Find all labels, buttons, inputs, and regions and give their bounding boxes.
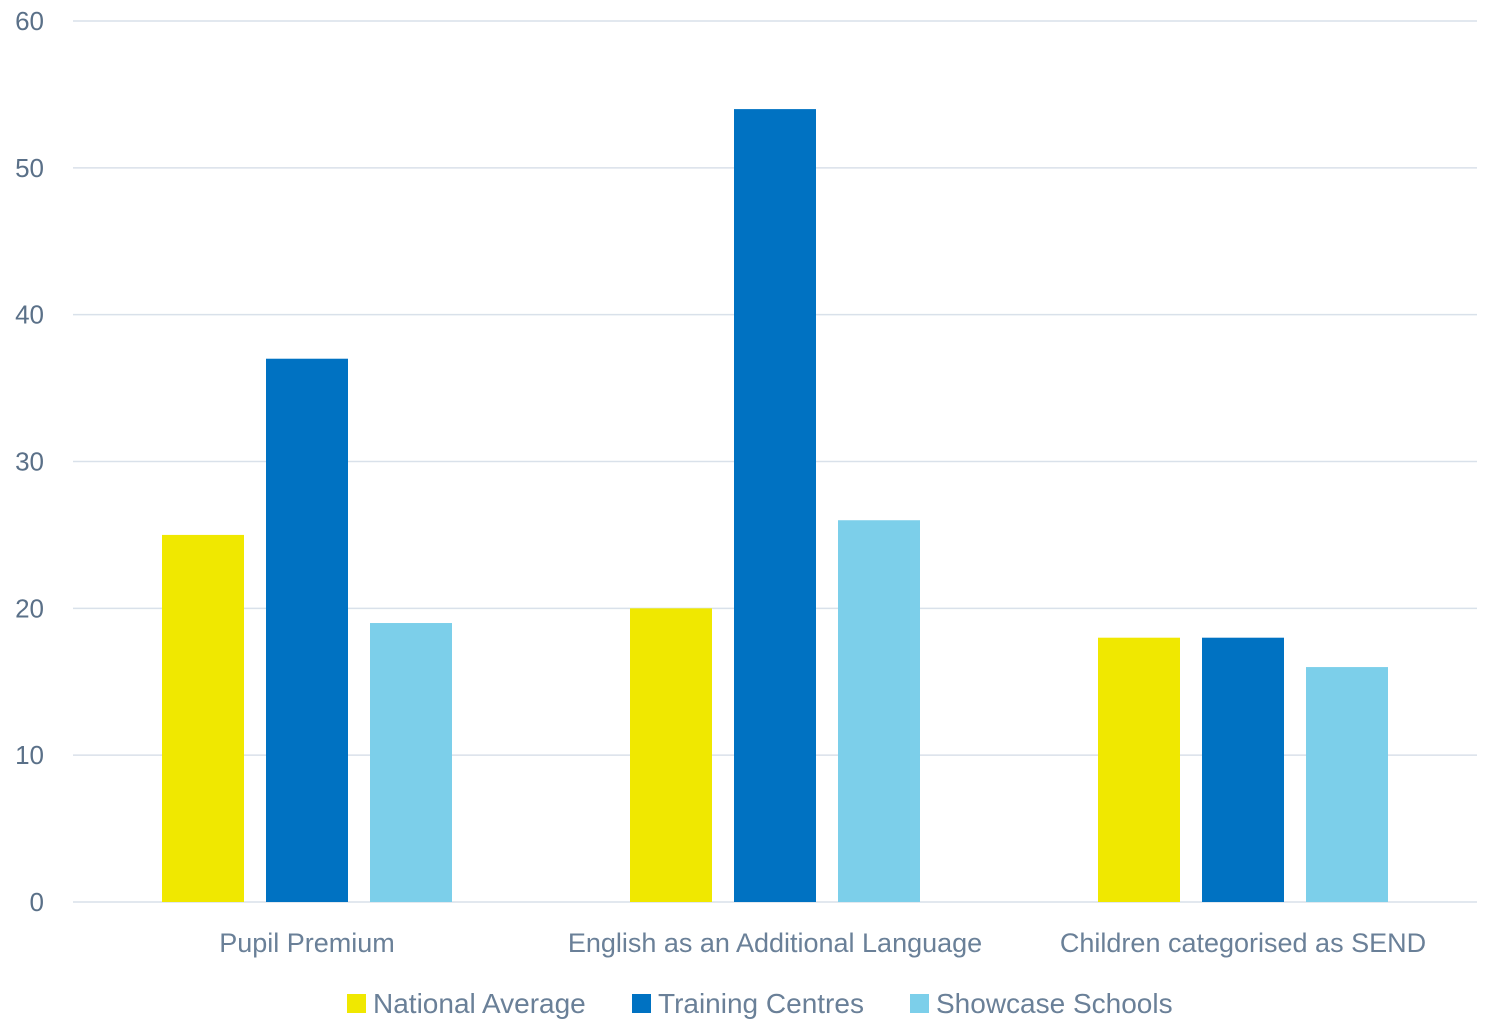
legend-item: National Average [347, 988, 586, 1019]
bar-national-average-0 [162, 534, 244, 902]
legend-label: National Average [373, 988, 586, 1019]
legend-swatch [632, 994, 651, 1013]
bar-national-average-2 [1098, 637, 1180, 902]
category-label: English as an Additional Language [568, 928, 982, 958]
y-tick-label: 30 [15, 447, 44, 477]
y-tick-label: 40 [15, 300, 44, 330]
bars [162, 109, 1388, 903]
y-tick-label: 0 [30, 887, 44, 917]
legend-swatch [910, 994, 929, 1013]
legend-item: Training Centres [632, 988, 864, 1019]
category-label: Children categorised as SEND [1060, 928, 1426, 958]
legend-swatch [347, 994, 366, 1013]
bar-training-centres-2 [1202, 637, 1284, 902]
bar-training-centres-0 [266, 358, 348, 902]
category-label: Pupil Premium [219, 928, 395, 958]
bar-showcase-schools-2 [1306, 667, 1388, 902]
legend-label: Training Centres [658, 988, 864, 1019]
legend: National Average Training Centres Showcase… [347, 988, 1173, 1019]
y-tick-label: 10 [15, 740, 44, 770]
legend-item: Showcase Schools [910, 988, 1173, 1019]
bar-showcase-schools-1 [838, 520, 920, 902]
category-labels: Pupil Premium English as an Additional La… [219, 928, 1426, 958]
y-tick-label: 60 [15, 6, 44, 36]
bar-national-average-1 [630, 608, 712, 902]
bar-showcase-schools-0 [370, 623, 452, 902]
y-tick-label: 20 [15, 593, 44, 623]
y-axis-ticks: 0 10 20 30 40 50 60 [15, 6, 44, 917]
legend-label: Showcase Schools [936, 988, 1173, 1019]
bar-training-centres-1 [734, 109, 816, 903]
y-tick-label: 50 [15, 153, 44, 183]
